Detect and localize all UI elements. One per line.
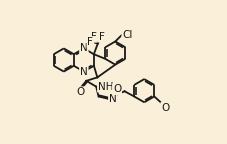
Text: O: O (161, 103, 170, 113)
Text: N: N (80, 67, 88, 77)
Text: F: F (87, 37, 93, 47)
Text: N: N (109, 94, 117, 104)
Text: Cl: Cl (122, 30, 133, 39)
Text: N: N (80, 43, 88, 53)
Text: F: F (91, 32, 97, 42)
Text: NH: NH (98, 82, 114, 92)
Text: F: F (99, 32, 105, 42)
Text: O: O (113, 84, 121, 94)
Text: O: O (77, 87, 85, 97)
